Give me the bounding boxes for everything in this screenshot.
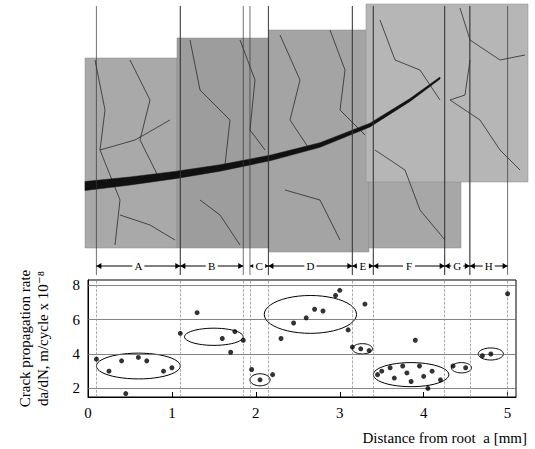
svg-text:F: F: [406, 260, 412, 272]
svg-text:Distance from root a [mm]: Distance from root a [mm]: [362, 430, 527, 446]
svg-text:da/dN, m/cycle x 10⁻⁸: da/dN, m/cycle x 10⁻⁸: [35, 271, 51, 406]
svg-text:B: B: [208, 260, 215, 272]
svg-text:6: 6: [73, 312, 81, 328]
svg-text:H: H: [485, 260, 493, 272]
svg-text:1: 1: [168, 405, 176, 421]
svg-text:3: 3: [336, 405, 344, 421]
svg-text:4: 4: [420, 405, 428, 421]
svg-text:2: 2: [73, 380, 81, 396]
svg-text:5: 5: [504, 405, 512, 421]
svg-text:C: C: [256, 260, 263, 272]
svg-text:2: 2: [252, 405, 259, 421]
svg-text:E: E: [359, 260, 366, 272]
svg-text:G: G: [453, 260, 461, 272]
svg-text:0: 0: [84, 405, 92, 421]
svg-text:8: 8: [73, 277, 81, 293]
svg-text:Crack propagation rate: Crack propagation rate: [17, 269, 33, 407]
svg-text:A: A: [134, 260, 142, 272]
svg-text:D: D: [306, 260, 314, 272]
svg-text:4: 4: [73, 346, 81, 362]
